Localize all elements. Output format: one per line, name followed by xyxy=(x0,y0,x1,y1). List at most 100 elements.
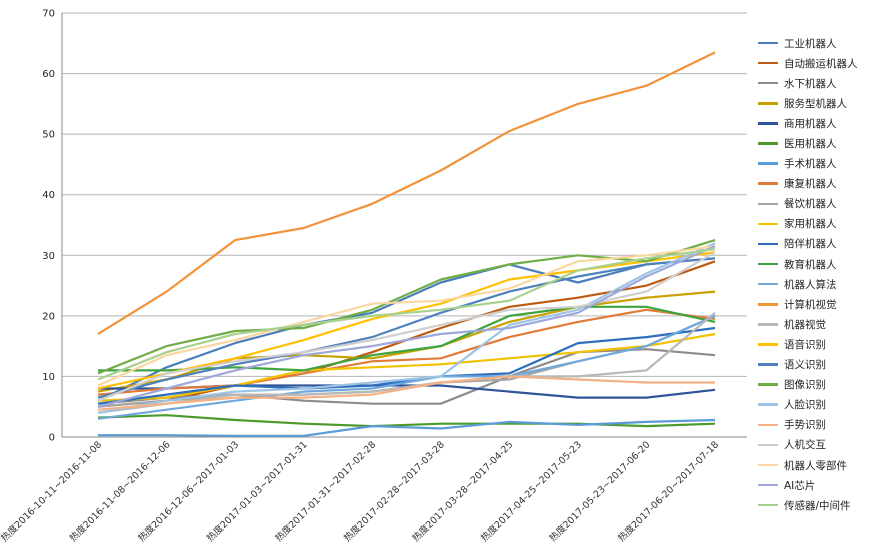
series-line xyxy=(98,305,716,372)
legend-swatch xyxy=(758,483,778,487)
legend-swatch xyxy=(758,262,778,266)
legend-item: 传感器/中间件 xyxy=(758,495,868,515)
series-line xyxy=(98,418,716,437)
y-tick-label: 50 xyxy=(42,130,55,141)
legend-label: 服务型机器人 xyxy=(784,97,847,110)
series-line xyxy=(97,242,716,414)
legend-item: 自动搬运机器人 xyxy=(758,53,868,73)
legend-item: 人机交互 xyxy=(758,435,868,455)
legend-item: 人脸识别 xyxy=(758,395,868,415)
series-line xyxy=(97,308,716,396)
legend-item: 机器人算法 xyxy=(758,274,868,294)
legend-label: 工业机器人 xyxy=(784,37,837,50)
legend-label: 机器视觉 xyxy=(784,318,826,331)
legend-label: 语义识别 xyxy=(784,359,826,372)
legend-item: 商用机器人 xyxy=(758,113,868,133)
legend-item: 机器视觉 xyxy=(758,314,868,334)
x-axis-labels: 热度2016-10-11~2016-11-08热度2016-11-08~2016… xyxy=(0,439,721,545)
legend-item: 机器人零部件 xyxy=(758,455,868,475)
legend-item: 康复机器人 xyxy=(758,174,868,194)
series-line xyxy=(97,245,716,387)
series-line xyxy=(97,326,716,405)
y-tick-label: 0 xyxy=(49,433,55,444)
legend-swatch xyxy=(758,423,778,427)
legend-swatch xyxy=(758,162,778,165)
legend-swatch xyxy=(758,41,778,45)
legend-item: 餐饮机器人 xyxy=(758,194,868,214)
legend-label: 自动搬运机器人 xyxy=(784,57,858,70)
legend-label: 人机交互 xyxy=(784,439,826,452)
legend-label: 传感器/中间件 xyxy=(784,499,851,512)
legend-swatch xyxy=(758,222,778,226)
legend-label: AI芯片 xyxy=(784,479,816,492)
legend-item: 服务型机器人 xyxy=(758,93,868,113)
legend-label: 语音识别 xyxy=(784,338,826,351)
series-line xyxy=(97,332,716,402)
legend-swatch xyxy=(758,503,778,507)
gridlines xyxy=(61,12,747,438)
legend-item: 水下机器人 xyxy=(758,73,868,93)
y-tick-label: 10 xyxy=(42,372,55,383)
legend-label: 人脸识别 xyxy=(784,399,826,412)
legend-swatch xyxy=(758,443,778,447)
series-line xyxy=(97,51,716,335)
legend-label: 教育机器人 xyxy=(784,258,837,271)
legend-label: 手势识别 xyxy=(784,419,826,432)
y-tick-label: 30 xyxy=(42,251,55,262)
series-line xyxy=(97,248,716,381)
legend-label: 水下机器人 xyxy=(784,77,837,90)
series-line xyxy=(97,251,716,402)
series-line xyxy=(97,257,716,402)
y-tick-label: 40 xyxy=(42,190,55,201)
legend-swatch xyxy=(758,142,778,145)
legend-swatch xyxy=(758,182,778,185)
legend-label: 机器人零部件 xyxy=(784,459,847,472)
legend-label: 医用机器人 xyxy=(784,138,837,151)
legend-swatch xyxy=(758,463,778,467)
y-tick-label: 20 xyxy=(42,311,55,322)
legend-label: 图像识别 xyxy=(784,379,826,392)
legend-swatch xyxy=(758,383,778,386)
legend-swatch xyxy=(758,403,778,406)
legend-swatch xyxy=(758,202,778,206)
legend-swatch xyxy=(758,102,778,105)
legend-item: 医用机器人 xyxy=(758,133,868,153)
legend-swatch xyxy=(758,81,778,85)
legend-item: 语义识别 xyxy=(758,355,868,375)
legend-item: 计算机视觉 xyxy=(758,294,868,314)
legend-label: 康复机器人 xyxy=(784,178,837,191)
series-line xyxy=(97,251,716,390)
legend-swatch xyxy=(758,122,778,125)
series-line xyxy=(97,245,716,408)
legend-label: 陪伴机器人 xyxy=(784,238,837,251)
legend-item: AI芯片 xyxy=(758,475,868,495)
legend-swatch xyxy=(758,61,778,65)
legend-item: 图像识别 xyxy=(758,375,868,395)
legend-item: 语音识别 xyxy=(758,334,868,354)
legend-item: 工业机器人 xyxy=(758,33,868,53)
legend-swatch xyxy=(758,282,778,286)
legend-label: 餐饮机器人 xyxy=(784,198,837,211)
legend-item: 手势识别 xyxy=(758,415,868,435)
legend-label: 手术机器人 xyxy=(784,158,837,171)
legend-swatch xyxy=(758,343,778,346)
y-tick-label: 70 xyxy=(42,9,55,20)
legend-item: 手术机器人 xyxy=(758,154,868,174)
series-lines xyxy=(97,51,716,437)
legend-label: 计算机视觉 xyxy=(784,298,837,311)
legend-swatch xyxy=(758,242,778,246)
legend-item: 家用机器人 xyxy=(758,214,868,234)
legend-label: 机器人算法 xyxy=(784,278,837,291)
series-line xyxy=(97,375,715,411)
legend-swatch xyxy=(758,363,778,366)
legend-label: 家用机器人 xyxy=(784,218,837,231)
legend-swatch xyxy=(758,323,778,326)
series-line xyxy=(97,257,716,399)
y-axis-ticks: 0 10 20 30 40 50 60 70 xyxy=(42,9,55,444)
series-line xyxy=(97,311,716,414)
legend-swatch xyxy=(758,303,778,306)
legend: 工业机器人自动搬运机器人 水下机器人服务型机器人商用机器人医用机器人手术机器人康复… xyxy=(758,33,868,515)
series-line xyxy=(97,414,716,428)
